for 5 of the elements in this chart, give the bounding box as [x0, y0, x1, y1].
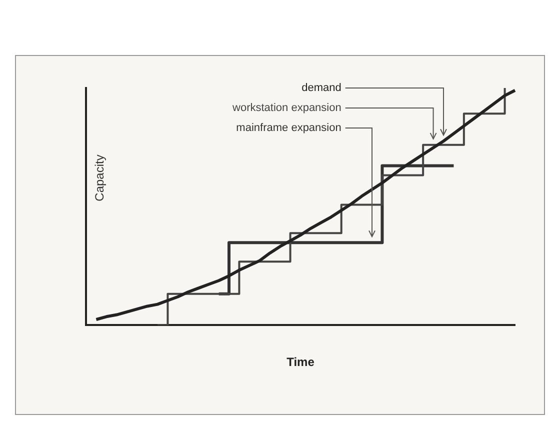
y-axis-title: Capacity [92, 154, 106, 202]
text: demand [302, 82, 342, 94]
text: workstation expansion [232, 102, 342, 114]
x-axis-title: Time [286, 355, 315, 370]
text: mainframe expansion [236, 122, 342, 134]
